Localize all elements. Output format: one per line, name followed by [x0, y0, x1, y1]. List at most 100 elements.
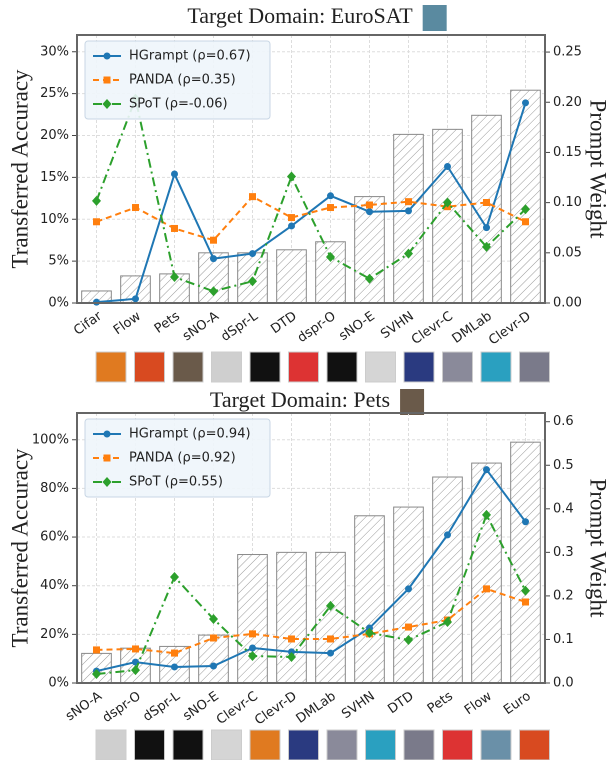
- marker: [483, 466, 490, 473]
- marker: [327, 650, 334, 657]
- y2-axis-label: Prompt Weight: [586, 100, 610, 240]
- x-tick-label: sNO-A: [63, 689, 105, 725]
- thumbnail: [404, 352, 434, 382]
- legend-label: HGrampt (ρ=0.67): [129, 49, 251, 64]
- marker: [366, 202, 373, 209]
- x-tick-label: DMLab: [294, 689, 339, 727]
- marker: [327, 204, 334, 211]
- y2-tick-label: 0.5: [553, 458, 574, 473]
- legend-marker: [104, 431, 111, 438]
- y2-tick-label: 0.2: [553, 588, 574, 603]
- legend: HGrampt (ρ=0.94) PANDA (ρ=0.92) SPoT (ρ=0.…: [85, 419, 270, 497]
- bar: [511, 90, 541, 303]
- marker: [210, 255, 217, 262]
- y-tick-label: 5%: [48, 254, 69, 269]
- bar: [316, 242, 346, 303]
- thumbnail: [404, 730, 434, 760]
- marker: [171, 663, 178, 670]
- marker: [249, 644, 256, 651]
- marker: [249, 193, 256, 200]
- y2-tick-label: 0.1: [553, 632, 574, 647]
- bar: [511, 442, 541, 683]
- marker: [249, 250, 256, 257]
- x-tick-label: Pets: [152, 309, 183, 337]
- thumbnail: [135, 730, 165, 760]
- y2-axis-label: Prompt Weight: [586, 479, 610, 619]
- marker: [522, 99, 529, 106]
- marker: [93, 218, 100, 225]
- y-tick-label: 20%: [40, 627, 69, 642]
- marker: [522, 599, 529, 606]
- marker: [327, 635, 334, 642]
- bar: [433, 129, 463, 303]
- y-tick-label: 15%: [40, 170, 69, 185]
- y-tick-label: 80%: [40, 481, 69, 496]
- marker: [171, 225, 178, 232]
- marker: [210, 662, 217, 669]
- marker: [522, 218, 529, 225]
- chart-title: Target Domain: EuroSAT: [187, 3, 413, 28]
- thumbnail: [520, 352, 550, 382]
- x-tick-label: Flow: [111, 309, 144, 339]
- thumbnail: [212, 352, 242, 382]
- legend-marker: [104, 77, 111, 84]
- marker: [210, 635, 217, 642]
- thumbnail: [173, 730, 203, 760]
- marker: [93, 646, 100, 653]
- y2-tick-label: 0.05: [553, 245, 582, 260]
- legend-label: PANDA (ρ=0.35): [129, 73, 236, 88]
- figure: Target Domain: EuroSAT Transferred Accura…: [0, 0, 610, 760]
- y-tick-label: 10%: [40, 212, 69, 227]
- bar: [394, 134, 424, 303]
- y2-tick-label: 0.00: [553, 296, 582, 311]
- marker: [92, 196, 101, 206]
- thumbnail: [443, 730, 473, 760]
- marker: [522, 518, 529, 525]
- y2-tick-label: 0.10: [553, 195, 582, 210]
- title-image: [400, 389, 424, 415]
- marker: [132, 295, 139, 302]
- x-tick-label: dspr-O: [295, 309, 339, 346]
- marker: [132, 204, 139, 211]
- x-tick-label: Cifar: [71, 308, 105, 338]
- x-tick-label: DMLab: [450, 309, 495, 347]
- thumbnail: [250, 730, 280, 760]
- x-tick-label: dSpr-L: [218, 308, 261, 344]
- x-tick-label: dSpr-L: [140, 688, 183, 724]
- x-tick-label: Pets: [425, 689, 456, 717]
- marker: [483, 585, 490, 592]
- x-tick-label: SVHN: [339, 689, 378, 722]
- y2-tick-label: 0.20: [553, 95, 582, 110]
- y2-tick-label: 0.6: [553, 414, 574, 429]
- legend-label: HGrampt (ρ=0.94): [129, 427, 251, 442]
- bar: [355, 516, 385, 683]
- legend-label: PANDA (ρ=0.92): [129, 451, 236, 466]
- bar: [472, 463, 502, 683]
- marker: [483, 199, 490, 206]
- marker: [288, 635, 295, 642]
- legend: HGrampt (ρ=0.67)PANDA (ρ=0.35)SPoT (ρ=-0…: [85, 41, 270, 119]
- marker: [171, 650, 178, 657]
- legend-label: SPoT (ρ=0.55): [129, 475, 223, 490]
- marker: [171, 171, 178, 178]
- y-tick-label: 0%: [48, 296, 69, 311]
- legend-marker: [104, 455, 111, 462]
- x-tick-label: sNO-A: [180, 309, 222, 345]
- y-axis-label: Transferred Accuracy: [7, 69, 32, 269]
- marker: [405, 624, 412, 631]
- thumbnail: [366, 730, 396, 760]
- y2-tick-label: 0.15: [553, 145, 582, 160]
- thumbnail: [96, 352, 126, 382]
- x-tick-label: sNO-E: [336, 309, 377, 344]
- marker: [249, 630, 256, 637]
- marker: [405, 585, 412, 592]
- thumbnail: [443, 352, 473, 382]
- marker: [366, 208, 373, 215]
- thumbnail: [327, 730, 357, 760]
- x-tick-label: Flow: [462, 689, 495, 719]
- thumbnail: [520, 730, 550, 760]
- chart-title: Target Domain: Pets: [210, 387, 390, 412]
- bar: [433, 477, 463, 683]
- marker: [288, 222, 295, 229]
- bar: [277, 552, 307, 683]
